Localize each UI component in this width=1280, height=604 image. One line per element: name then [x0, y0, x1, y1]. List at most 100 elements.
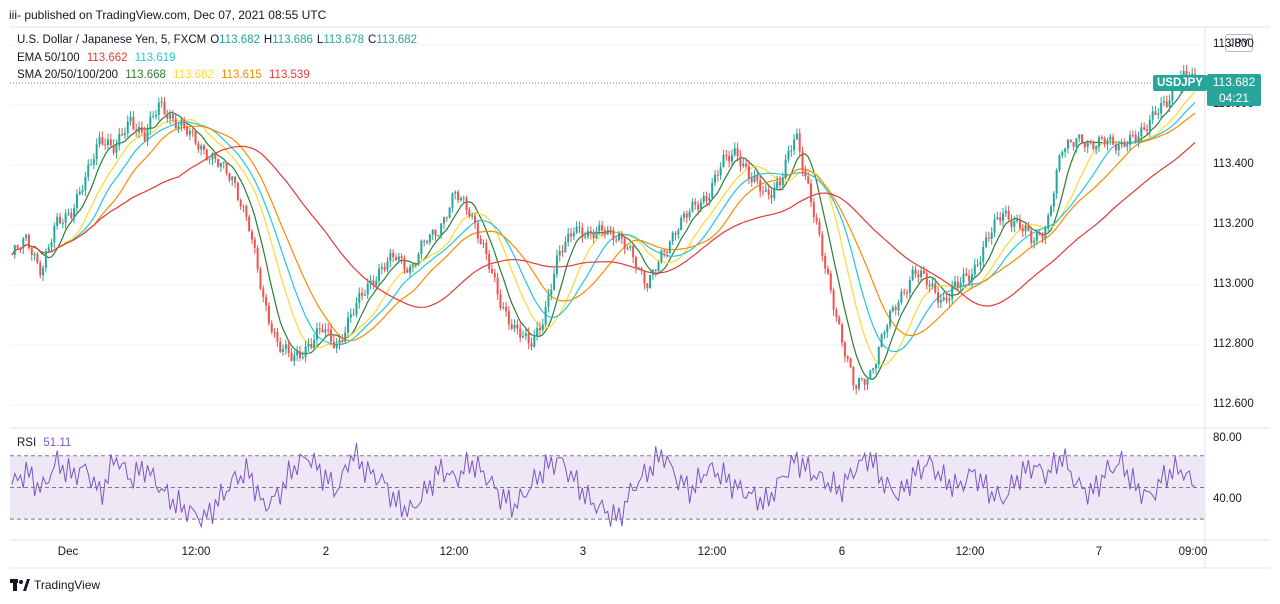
candle-body [524, 333, 527, 337]
sma-legend[interactable]: SMA 20/50/100/200 113.668 113.682 113.61… [17, 69, 314, 81]
candle-body [403, 258, 406, 270]
candle-body [490, 269, 493, 274]
candle-body [663, 250, 666, 252]
candle-body [394, 257, 397, 261]
candle-body [962, 273, 965, 283]
candle-body [976, 264, 979, 266]
candle-body [459, 198, 462, 201]
candle-body [39, 262, 42, 276]
candle-body [1083, 142, 1086, 148]
candle-body [1041, 235, 1044, 239]
rsi-value: 51.11 [43, 437, 72, 449]
candle-body [296, 351, 299, 356]
candle-body [697, 204, 700, 210]
candle-body [488, 254, 491, 270]
candle-body [482, 243, 485, 245]
candle-body [880, 334, 883, 348]
low-label: L [316, 34, 324, 46]
candle-body [423, 240, 426, 242]
time-tick-label: 12:00 [181, 546, 211, 558]
currency-button[interactable]: JPY [1225, 34, 1253, 52]
candle-body [553, 274, 556, 290]
candle-body [146, 129, 149, 141]
candle-body [589, 231, 592, 234]
candle-body [140, 127, 143, 133]
candle-body [942, 297, 945, 300]
candle-body [217, 159, 220, 167]
candle-body [112, 145, 115, 153]
candle-body [866, 379, 869, 385]
candle-body [219, 162, 222, 167]
sma-100-value: 113.615 [221, 69, 262, 81]
candle-body [84, 176, 87, 191]
candle-body [714, 174, 717, 183]
candle-body [903, 291, 906, 293]
candle-body [1004, 210, 1007, 214]
candle-body [406, 269, 409, 273]
symbol-title: U.S. Dollar / Japanese Yen, 5, FXCM [17, 34, 207, 46]
close-value: 113.682 [376, 34, 418, 46]
candle-body [414, 264, 417, 266]
publisher-line: iii- published on TradingView.com, Dec 0… [9, 8, 327, 22]
candle-body [612, 230, 615, 240]
candle-body [109, 139, 112, 146]
candle-body [1064, 148, 1067, 152]
candle-body [838, 317, 841, 325]
candle-body [149, 116, 152, 130]
candle-body [318, 328, 321, 330]
candle-body [1100, 137, 1103, 139]
candle-body [1162, 101, 1165, 103]
ema-legend[interactable]: EMA 50/100 113.662 113.619 [17, 52, 180, 64]
candle-body [479, 238, 482, 244]
candle-body [764, 189, 767, 192]
candle-body [256, 247, 259, 270]
candle-body [378, 268, 381, 281]
candle-body [993, 219, 996, 233]
candle-body [855, 385, 858, 389]
candle-body [982, 246, 985, 262]
candle-body [835, 309, 838, 318]
candle-body [157, 102, 160, 115]
candle-body [121, 133, 124, 136]
candle-body [889, 311, 892, 326]
footer-brand[interactable]: TradingView [10, 578, 100, 592]
candle-body [584, 236, 587, 238]
candle-body [236, 182, 239, 200]
tradingview-logo-icon [10, 579, 30, 591]
candle-body [1075, 138, 1078, 147]
candle-body [234, 176, 237, 183]
candle-body [434, 229, 437, 236]
candle-body [1120, 142, 1123, 145]
candle-body [104, 144, 107, 146]
candle-body [330, 329, 333, 342]
candle-body [248, 216, 251, 232]
candle-body [191, 130, 194, 132]
candle-body [629, 246, 632, 248]
last-price-value: 113.682 [1212, 75, 1256, 89]
candle-body [380, 266, 383, 269]
candle-body [214, 153, 217, 160]
candle-body [493, 273, 496, 278]
time-tick-label: 12:00 [697, 546, 727, 558]
candle-body [623, 238, 626, 249]
candle-body [197, 143, 200, 150]
candle-body [335, 343, 338, 349]
candle-body [1151, 111, 1154, 120]
candle-body [98, 137, 101, 145]
time-tick-label: 2 [322, 546, 330, 558]
candle-body [756, 175, 759, 181]
candle-body [516, 324, 519, 329]
rsi-legend[interactable]: RSI 51.11 [17, 437, 75, 449]
close-label: C [368, 34, 377, 46]
candle-body [674, 232, 677, 235]
candle-body [979, 261, 982, 265]
candle-body [417, 253, 420, 265]
sma-100-line [11, 112, 1196, 342]
candle-body [547, 294, 550, 307]
candle-body [954, 281, 957, 287]
candle-body [442, 217, 445, 224]
candle-body [699, 202, 702, 210]
candle-body [626, 247, 629, 249]
candle-body [618, 233, 621, 241]
